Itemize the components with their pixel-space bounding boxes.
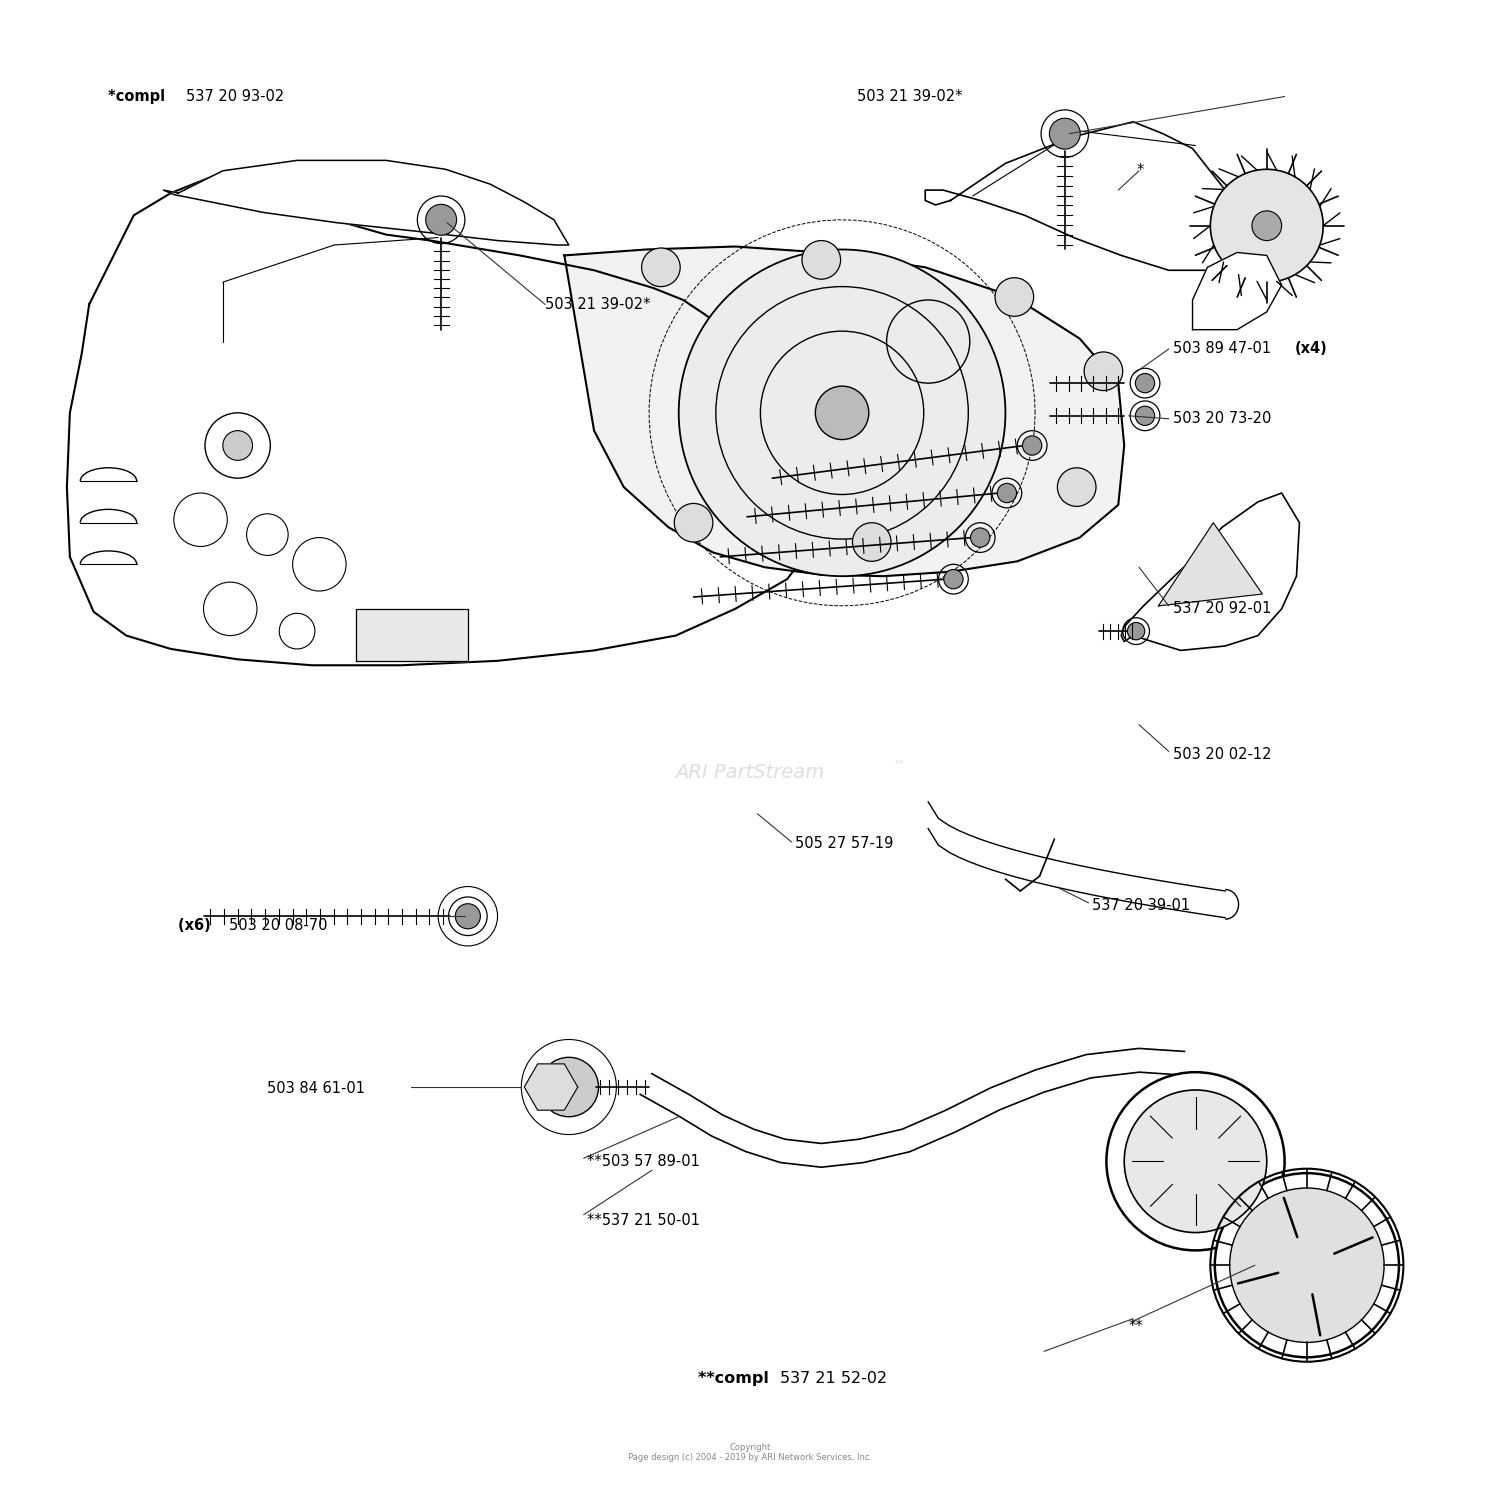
Text: 503 84 61-01: 503 84 61-01 <box>267 1081 366 1096</box>
Text: **503 57 89-01: **503 57 89-01 <box>586 1154 699 1169</box>
Circle shape <box>1252 211 1281 241</box>
Polygon shape <box>164 160 568 245</box>
Text: (x4): (x4) <box>1294 342 1328 356</box>
Text: 503 20 73-20: 503 20 73-20 <box>1173 411 1272 426</box>
Circle shape <box>678 249 1005 576</box>
Circle shape <box>1058 468 1096 506</box>
Circle shape <box>675 503 712 542</box>
Circle shape <box>1084 352 1122 391</box>
Circle shape <box>994 278 1033 316</box>
Circle shape <box>970 527 990 546</box>
Text: 537 20 39-01: 537 20 39-01 <box>1092 898 1190 913</box>
Text: ARI PartStream: ARI PartStream <box>675 763 825 781</box>
Polygon shape <box>1120 493 1299 650</box>
Polygon shape <box>525 1063 578 1111</box>
Text: *: * <box>1136 163 1143 178</box>
Circle shape <box>1230 1188 1385 1342</box>
Circle shape <box>1023 437 1042 456</box>
Circle shape <box>538 1057 598 1117</box>
Circle shape <box>1215 1173 1400 1357</box>
Text: (x6): (x6) <box>178 918 216 933</box>
Text: **: ** <box>1128 1319 1143 1334</box>
Polygon shape <box>1158 523 1263 606</box>
Text: ™: ™ <box>892 760 904 772</box>
Polygon shape <box>564 247 1124 576</box>
Text: 537 21 52-02: 537 21 52-02 <box>780 1371 886 1386</box>
Text: 537 20 92-01: 537 20 92-01 <box>1173 601 1272 616</box>
Text: 505 27 57-19: 505 27 57-19 <box>795 836 892 851</box>
Text: 503 20 02-12: 503 20 02-12 <box>1173 747 1272 762</box>
Circle shape <box>802 241 840 279</box>
Circle shape <box>944 569 963 588</box>
Circle shape <box>1124 1090 1268 1233</box>
Polygon shape <box>357 609 468 661</box>
Circle shape <box>816 386 868 440</box>
Polygon shape <box>1192 252 1281 330</box>
Text: **compl: **compl <box>698 1371 774 1386</box>
Circle shape <box>426 205 456 235</box>
Polygon shape <box>926 122 1256 270</box>
Text: 503 21 39-02*: 503 21 39-02* <box>544 297 651 312</box>
Text: **537 21 50-01: **537 21 50-01 <box>586 1213 699 1228</box>
Circle shape <box>1136 374 1155 394</box>
Polygon shape <box>68 175 831 665</box>
Text: *compl: *compl <box>108 89 171 104</box>
Circle shape <box>224 431 252 460</box>
Text: 503 21 39-02*: 503 21 39-02* <box>856 89 963 104</box>
Circle shape <box>1128 622 1144 640</box>
Text: 537 20 93-02: 537 20 93-02 <box>186 89 284 104</box>
Circle shape <box>852 523 891 561</box>
Circle shape <box>1107 1072 1284 1250</box>
Circle shape <box>456 904 480 928</box>
Circle shape <box>642 248 680 287</box>
Circle shape <box>1136 405 1155 425</box>
Text: 503 20 08-70: 503 20 08-70 <box>230 918 327 933</box>
Circle shape <box>1050 119 1080 148</box>
Circle shape <box>1210 169 1323 282</box>
Text: Copyright
Page design (c) 2004 - 2019 by ARI Network Services, Inc.: Copyright Page design (c) 2004 - 2019 by… <box>628 1442 872 1463</box>
Text: 503 89 47-01: 503 89 47-01 <box>1173 342 1276 356</box>
Circle shape <box>998 483 1017 502</box>
